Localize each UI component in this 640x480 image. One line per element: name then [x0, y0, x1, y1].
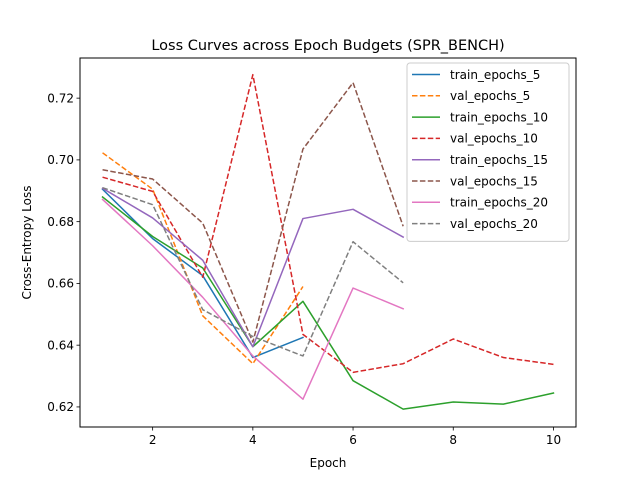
legend-entry-label: train_epochs_20: [450, 196, 548, 210]
legend-entry-label: val_epochs_5: [450, 89, 530, 103]
series-line-val_epochs_5: [102, 152, 304, 365]
x-tick-label: 4: [249, 433, 257, 447]
legend-entry-label: val_epochs_10: [450, 132, 538, 146]
x-axis-label: Epoch: [310, 456, 347, 470]
y-tick-label: 0.62: [47, 400, 74, 414]
y-tick-label: 0.68: [47, 215, 74, 229]
x-tick-label: 2: [149, 433, 157, 447]
y-tick-label: 0.72: [47, 91, 74, 105]
legend-entry-label: train_epochs_10: [450, 110, 548, 124]
y-axis-label: Cross-Entropy Loss: [20, 186, 34, 300]
y-tick-label: 0.70: [47, 153, 74, 167]
legend-frame: [406, 62, 570, 242]
legend-entry-label: val_epochs_15: [450, 174, 538, 188]
legend-entry-label: train_epochs_15: [450, 153, 548, 167]
x-tick-label: 6: [349, 433, 357, 447]
chart-title: Loss Curves across Epoch Budgets (SPR_BE…: [151, 38, 504, 54]
y-tick-label: 0.64: [47, 338, 74, 352]
series-line-val_epochs_20: [102, 186, 404, 357]
plot-frame: [79, 57, 577, 428]
x-axis: 2 4 6 8 10: [149, 427, 561, 447]
series-layer: [101, 73, 555, 410]
series-line-val_epochs_10: [102, 73, 554, 374]
series-line-train_epochs_10: [101, 195, 555, 410]
y-axis: 0.62 0.64 0.66 0.68 0.70 0.72: [47, 91, 80, 414]
x-tick-label: 8: [449, 433, 457, 447]
legend-entry-label: val_epochs_20: [450, 217, 538, 231]
series-line-train_epochs_20: [101, 198, 405, 400]
x-tick-label: 10: [546, 433, 561, 447]
series-line-train_epochs_15: [101, 187, 405, 348]
series-line-val_epochs_15: [102, 81, 404, 343]
y-tick-label: 0.66: [47, 277, 74, 291]
legend: train_epochs_5 val_epochs_5 train_epochs_1…: [406, 62, 570, 242]
legend-entry-label: train_epochs_5: [450, 68, 540, 82]
